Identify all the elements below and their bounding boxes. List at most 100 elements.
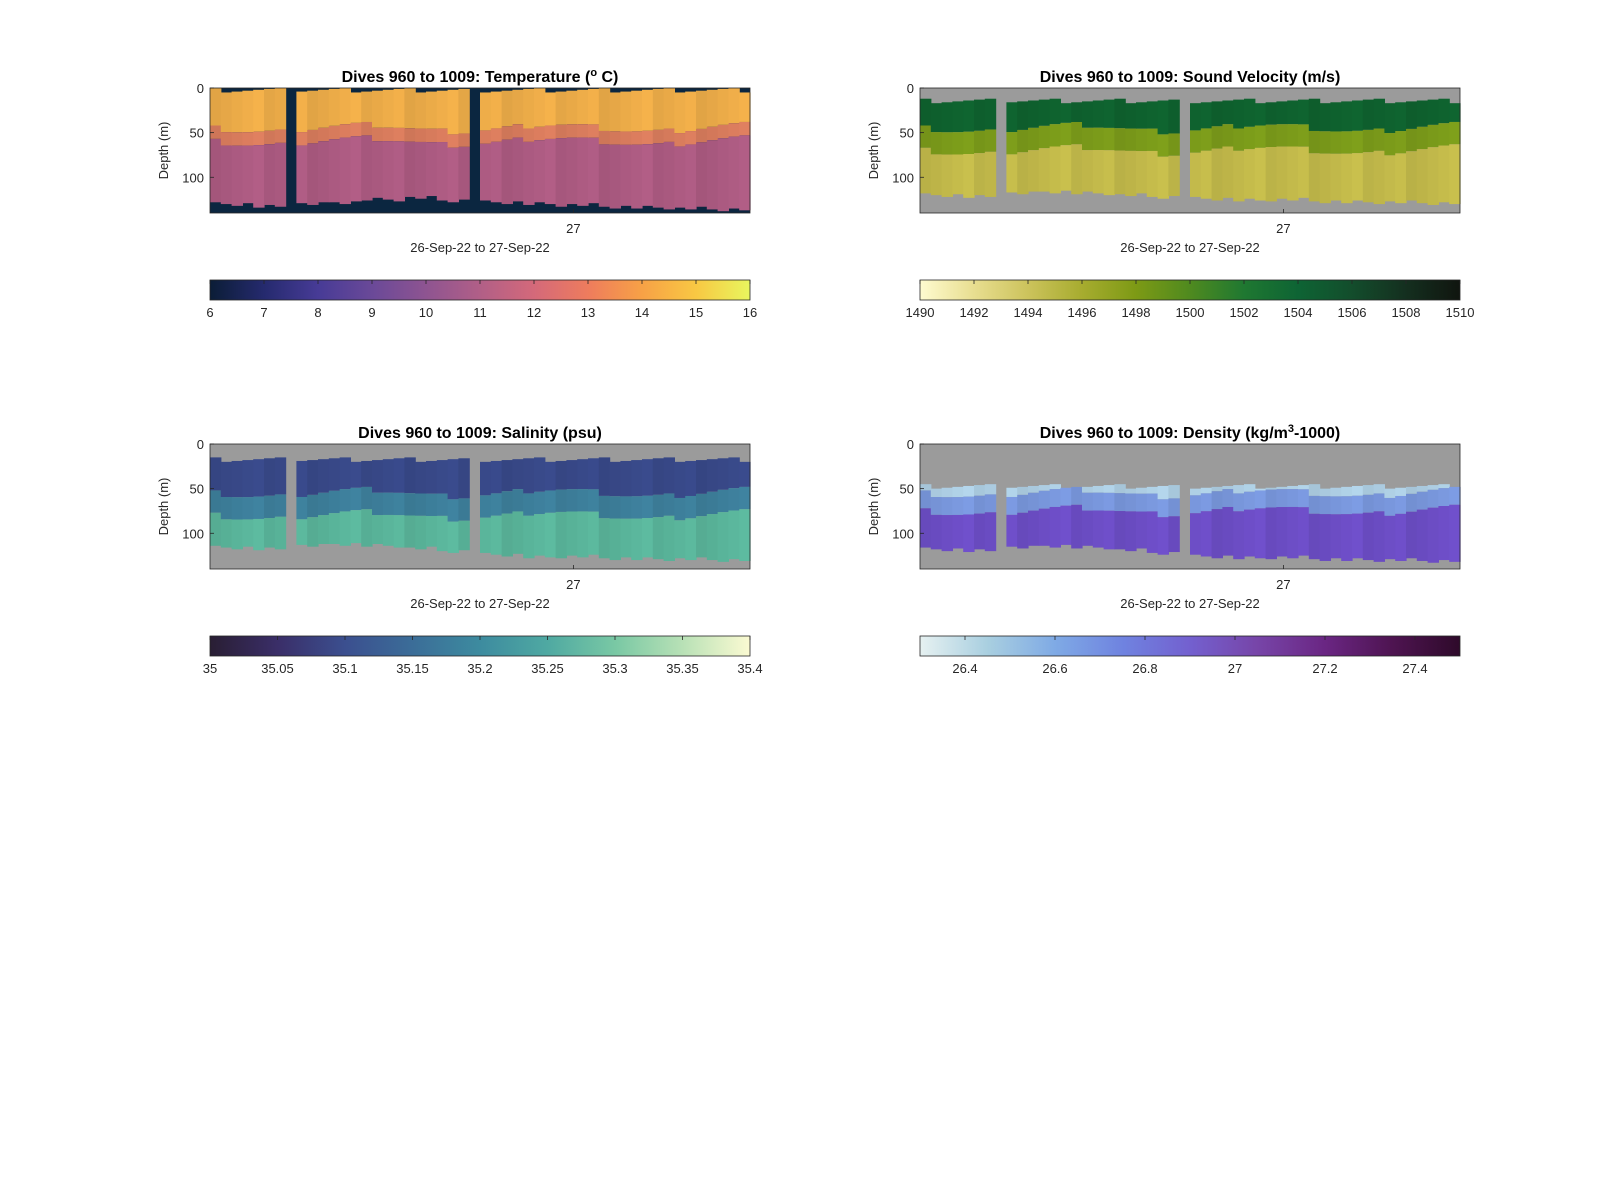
data-cell [361,91,373,122]
y-axis-label: Depth (m) [866,478,881,536]
colorbar-tick-label: 35.4 [737,661,762,676]
data-cell [1200,102,1213,129]
panel-title: Dives 960 to 1009: Temperature (o C) [342,67,619,86]
data-cell [1136,151,1148,194]
data-cell [717,489,729,513]
data-cell [555,460,567,490]
data-cell [1092,127,1105,151]
data-cell [480,92,492,131]
colorbar-tick-label: 35.35 [666,661,699,676]
data-cell [631,518,643,561]
data-cell [555,489,567,512]
data-cell [728,457,740,489]
data-cell [1038,490,1051,509]
data-cell [372,127,384,142]
data-cell [501,126,513,140]
data-cell [1308,130,1321,154]
data-cell [231,519,243,550]
data-cell [1276,101,1288,125]
data-cell [231,497,243,520]
data-cell [963,485,975,497]
data-cell [652,143,665,208]
data-cell [1028,150,1040,192]
colorbar-tick-label: 35 [203,661,217,676]
data-cell [1427,124,1439,148]
data-cell [501,139,513,205]
data-cell [1071,504,1083,549]
data-cell [382,514,395,546]
data-cell [231,91,243,133]
data-cell [1265,487,1277,490]
data-cell [1103,485,1115,493]
data-cell [1298,146,1310,198]
data-cell [1276,146,1288,199]
data-cell [1114,128,1126,151]
data-cell [920,484,932,491]
data-cell [1136,128,1148,152]
plot-frame [919,87,1461,214]
data-cell [706,491,719,515]
data-cell [307,460,319,495]
colorbar-tick-label: 15 [689,305,703,320]
data-cell [534,88,546,127]
data-cell [1038,125,1051,149]
data-cell [1222,146,1234,198]
data-cell [1006,154,1018,193]
y-tick-label: 0 [197,437,204,452]
data-cell [555,91,567,125]
data-cell [253,496,265,519]
data-cell [404,128,416,142]
data-cell [426,515,438,547]
data-cell [1200,150,1213,199]
data-cell [1254,490,1267,509]
data-cell [1449,486,1461,505]
data-cell [1103,492,1115,511]
data-cell [1384,103,1396,134]
data-cell [1406,486,1418,494]
data-cell [1384,515,1396,560]
data-cell [652,458,665,495]
data-cell [1341,496,1353,515]
data-cell [728,136,740,209]
data-cell [1222,124,1234,147]
data-cell [696,142,708,207]
data-cell [264,458,276,496]
data-cell [350,487,362,511]
plot-frame [919,443,1461,570]
data-cell [1427,485,1439,490]
data-cell [447,89,459,135]
data-cell [685,144,697,210]
data-cell [963,154,975,198]
data-cell [1341,131,1353,154]
data-cell [534,457,546,492]
data-cell [490,493,503,516]
data-cell [544,138,557,205]
data-cell [1114,484,1126,494]
data-cell [501,513,513,557]
data-cell [739,509,751,561]
data-cell [415,92,427,129]
data-cell [930,132,943,155]
data-cell [1233,485,1245,494]
data-cell [523,141,535,205]
data-cell [1049,124,1061,147]
data-cell [1136,487,1148,494]
data-cell [1308,513,1321,560]
data-cell [1244,491,1256,510]
data-cell [674,497,686,521]
data-cell [274,494,287,517]
data-cell [339,124,351,138]
data-cell [663,128,675,142]
colorbar-tick-label: 26.6 [1042,661,1067,676]
data-cell [1352,100,1364,131]
data-cell [436,90,449,129]
data-cell [1265,489,1277,508]
data-cell [1395,153,1407,204]
data-cell [1168,99,1180,134]
data-cell [501,90,513,127]
data-cell [1287,485,1299,490]
data-cell [1125,488,1137,494]
data-cell [253,145,265,208]
data-cell [501,460,513,492]
